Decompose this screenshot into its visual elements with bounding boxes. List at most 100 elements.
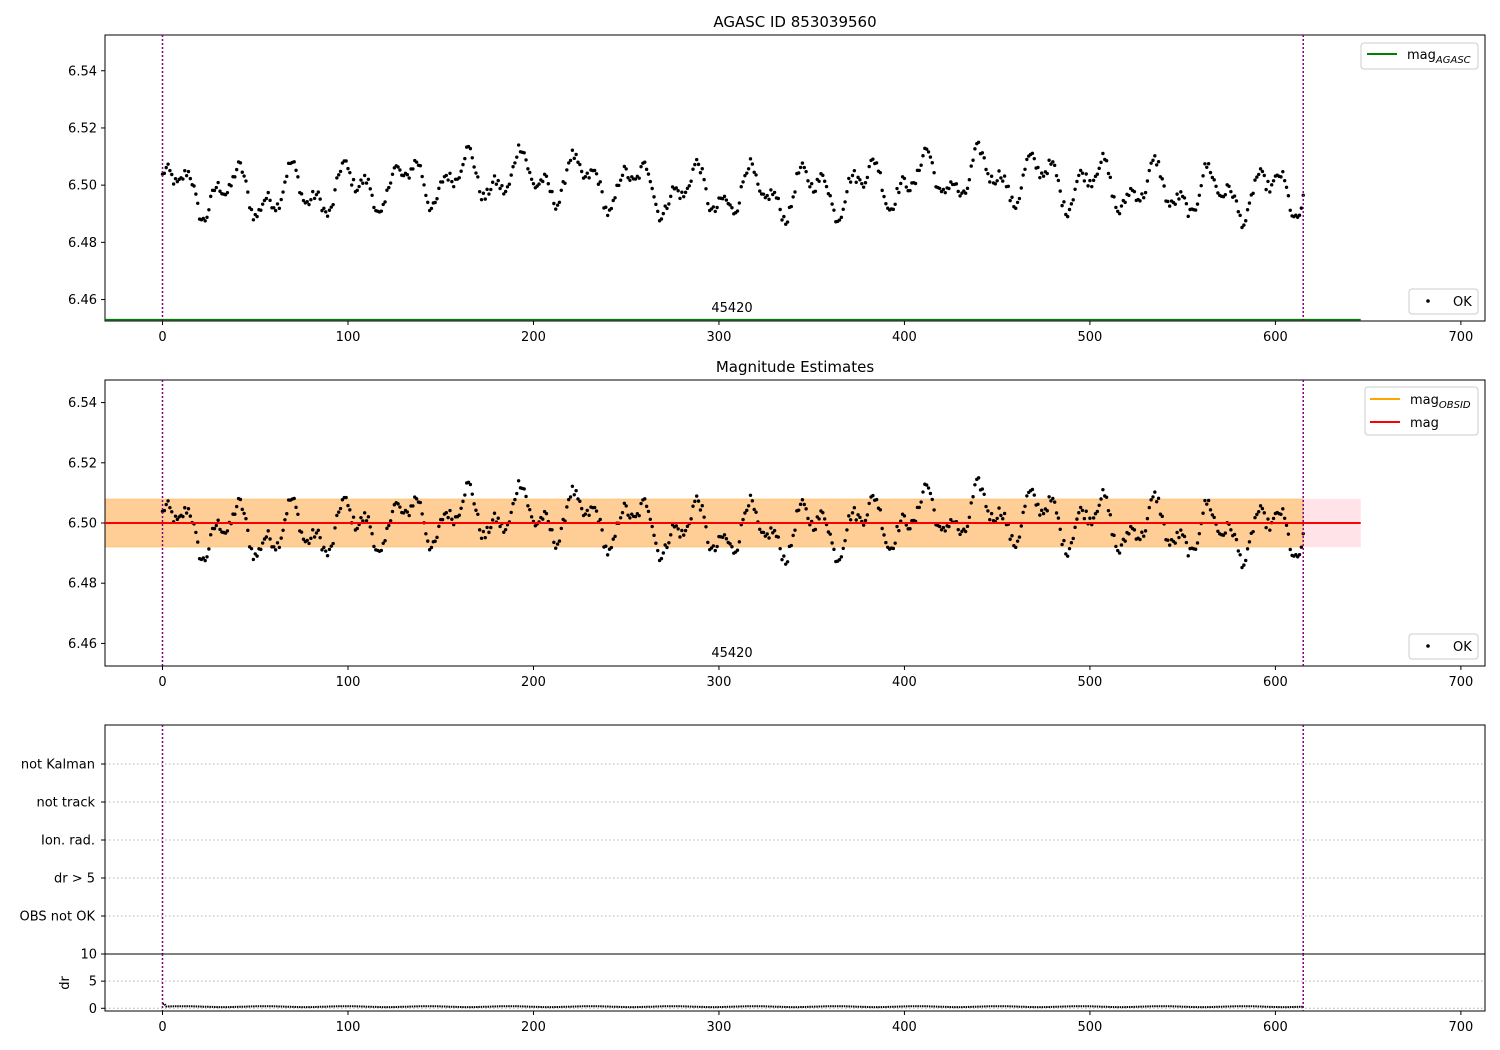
data-point <box>754 510 758 514</box>
data-point <box>563 519 567 523</box>
data-point <box>429 545 434 550</box>
data-point <box>863 181 868 185</box>
data-point <box>212 526 217 531</box>
data-point <box>1260 169 1265 174</box>
data-point <box>1138 199 1142 203</box>
data-point <box>496 516 500 520</box>
data-point <box>186 507 191 511</box>
data-point <box>663 543 667 547</box>
data-point <box>785 560 790 564</box>
data-point <box>622 501 627 506</box>
data-point <box>474 508 478 512</box>
data-point <box>507 182 512 186</box>
data-point <box>1236 209 1241 214</box>
data-point <box>1017 196 1022 201</box>
y-tick-label: 6.48 <box>68 236 97 251</box>
data-point <box>494 182 499 186</box>
data-point <box>281 528 285 532</box>
x-tick-label: 300 <box>707 675 732 690</box>
x-tick-label: 600 <box>1263 330 1288 345</box>
x-tick-label: 0 <box>158 330 166 345</box>
y-tick-label: 6.54 <box>68 396 97 411</box>
data-point <box>201 556 206 560</box>
data-point <box>490 180 495 184</box>
data-point <box>997 169 1001 173</box>
data-point <box>1245 208 1250 212</box>
data-point <box>700 167 704 171</box>
data-point <box>748 157 753 161</box>
data-point <box>713 548 717 553</box>
data-point <box>737 201 742 205</box>
data-point <box>943 529 947 533</box>
data-point <box>183 506 187 510</box>
data-point <box>982 492 986 496</box>
data-point <box>361 519 365 523</box>
data-point <box>320 208 324 213</box>
data-point <box>1247 540 1252 544</box>
data-point <box>426 539 430 543</box>
data-point <box>878 170 883 175</box>
data-point <box>572 493 576 497</box>
data-point <box>166 499 170 503</box>
data-point <box>579 506 584 511</box>
data-point <box>758 189 762 193</box>
data-point <box>461 162 465 167</box>
legend-label-mag-agasc: magAGASC <box>1407 48 1471 66</box>
data-point <box>509 510 513 515</box>
data-point <box>735 548 740 552</box>
data-point <box>387 185 391 190</box>
data-point <box>242 511 246 516</box>
data-point <box>1097 503 1101 508</box>
data-point <box>878 508 883 512</box>
data-point <box>503 189 508 194</box>
data-point <box>381 541 385 545</box>
data-point <box>741 180 745 184</box>
data-point <box>1271 516 1276 521</box>
data-point <box>390 509 395 514</box>
data-point <box>617 183 621 188</box>
data-point <box>669 533 673 537</box>
y-axis: 6.46 6.48 6.50 6.52 6.54 <box>68 396 105 652</box>
data-point <box>1167 543 1172 547</box>
x-tick-label: 300 <box>707 330 732 345</box>
data-point <box>741 517 745 522</box>
x-tick-label: 700 <box>1448 330 1473 345</box>
x-tick-label: 0 <box>158 675 166 690</box>
data-point <box>1030 151 1035 156</box>
data-point <box>782 214 786 219</box>
data-point <box>652 195 656 199</box>
data-point <box>379 209 384 213</box>
data-point <box>830 202 834 206</box>
data-point <box>1238 553 1242 557</box>
data-point <box>928 491 933 496</box>
x-tick-label: 700 <box>1448 675 1473 690</box>
data-point <box>370 531 374 536</box>
data-point <box>1065 214 1070 219</box>
data-point <box>366 515 371 519</box>
data-point <box>962 527 966 531</box>
data-point <box>750 499 755 503</box>
data-point <box>1201 174 1205 178</box>
data-point <box>1084 172 1088 176</box>
data-point <box>793 190 797 194</box>
data-point <box>895 186 899 191</box>
data-point <box>1186 214 1190 219</box>
data-point <box>926 150 931 154</box>
data-point <box>839 555 844 559</box>
data-point <box>396 502 400 506</box>
data-point <box>214 185 218 190</box>
data-point <box>874 497 879 502</box>
data-point <box>537 182 541 186</box>
data-point <box>1153 490 1157 494</box>
data-point <box>1008 198 1012 203</box>
data-point <box>1117 551 1122 555</box>
data-point <box>620 510 625 515</box>
data-point <box>1299 545 1304 549</box>
data-point <box>529 177 534 182</box>
data-point <box>1149 161 1153 165</box>
data-point <box>559 188 563 192</box>
legend-lines: magAGASC <box>1360 42 1479 70</box>
data-point <box>941 525 946 530</box>
data-point <box>574 488 578 493</box>
data-point <box>856 175 860 180</box>
